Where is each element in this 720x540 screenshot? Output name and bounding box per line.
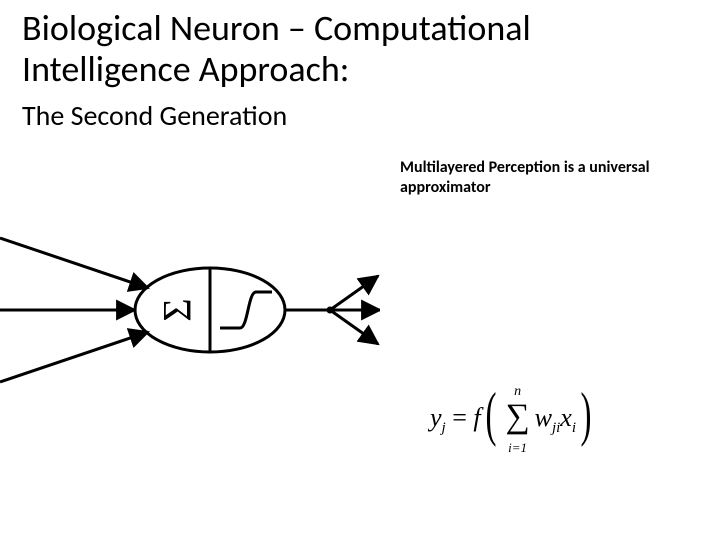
caption-text: Multilayered Perception is a universal a…: [400, 158, 660, 198]
svg-text:Σ: Σ: [155, 298, 200, 321]
slide-subtitle: The Second Generation: [22, 98, 287, 133]
var-w: w: [535, 403, 552, 432]
var-x: x: [560, 403, 572, 432]
output-formula: yj = f(n∑i=1wjixi): [430, 390, 690, 450]
sigma-icon: ∑: [503, 400, 533, 434]
equals: =: [446, 403, 474, 432]
sub-i: i: [572, 420, 576, 436]
var-y: y: [430, 403, 442, 432]
slide-title: Biological Neuron – Computational Intell…: [22, 8, 682, 91]
sum-lower: i=1: [503, 440, 533, 456]
neuron-diagram: Σ: [0, 210, 380, 400]
func-f: f: [473, 403, 480, 432]
summation: n∑i=1: [503, 390, 533, 450]
slide: Biological Neuron – Computational Intell…: [0, 0, 720, 540]
